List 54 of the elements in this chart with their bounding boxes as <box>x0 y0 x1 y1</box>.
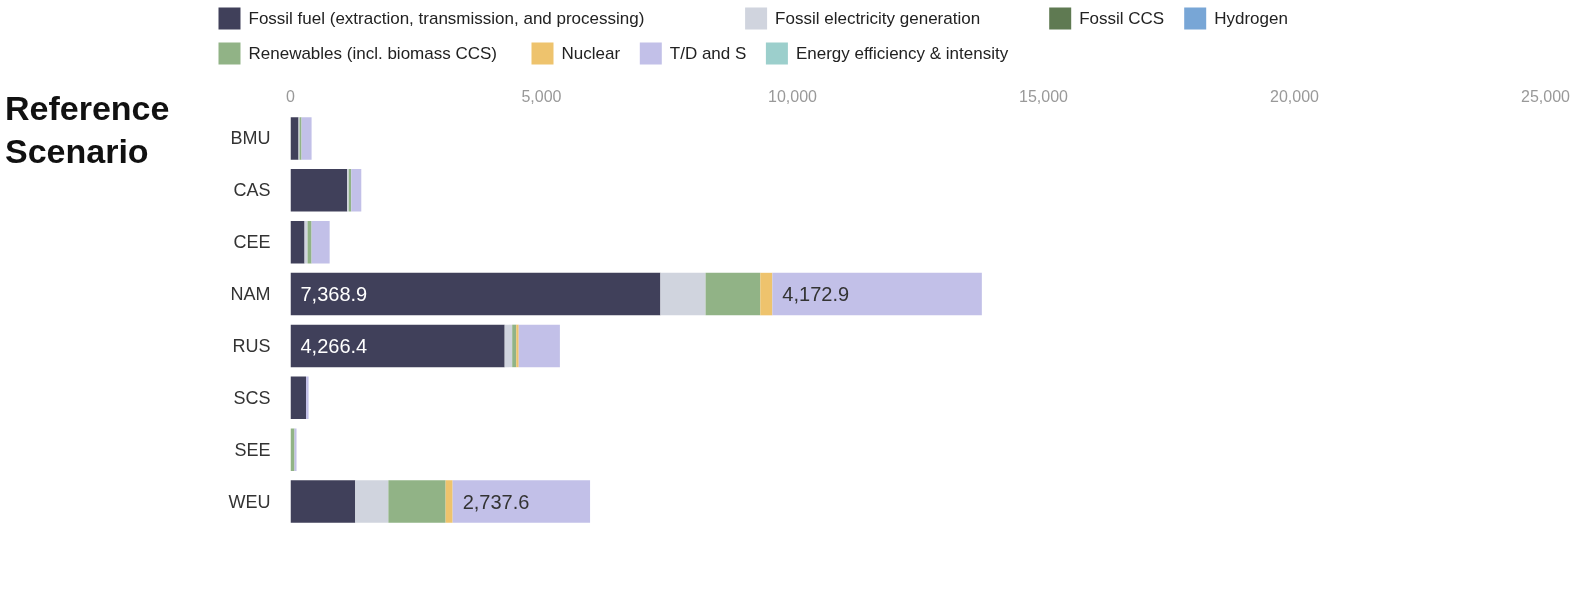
bar <box>306 376 309 420</box>
bar <box>512 324 517 368</box>
legend-label: Hydrogen <box>1214 9 1288 28</box>
bar <box>311 220 330 264</box>
bar <box>504 324 513 368</box>
bar <box>304 220 308 264</box>
x-tick-label: 25,000 <box>1521 87 1571 105</box>
legend-label: T/D and S <box>669 44 747 63</box>
bar <box>760 272 773 316</box>
x-tick-label: 0 <box>286 87 296 105</box>
x-tick-label: 5,000 <box>521 87 562 105</box>
bar <box>705 272 761 316</box>
bar <box>518 324 560 368</box>
x-tick-label: 20,000 <box>1270 87 1320 105</box>
bar <box>290 480 356 523</box>
bar <box>351 169 362 212</box>
bar <box>294 428 297 471</box>
y-tick-label: BMU <box>230 128 271 149</box>
data-label: 7,368.9 <box>300 283 368 306</box>
bar <box>660 272 706 316</box>
y-tick-label: CEE <box>233 232 271 253</box>
legend-label: Renewables (incl. biomass CCS) <box>248 44 497 63</box>
x-tick-label: 15,000 <box>1019 87 1069 105</box>
legend-label: Fossil CCS <box>1079 9 1165 28</box>
bar <box>516 324 519 368</box>
chart-title: Reference Scenario <box>5 88 171 172</box>
y-tick-label: SEE <box>234 439 271 460</box>
bar <box>290 324 505 368</box>
data-label: 4,172.9 <box>782 283 850 306</box>
y-tick-label: SCS <box>233 387 271 408</box>
bar <box>290 117 299 160</box>
legend-label: Energy efficiency & intensity <box>795 44 1009 63</box>
bar <box>301 117 312 160</box>
bar <box>290 376 307 420</box>
bar <box>290 220 305 264</box>
bar <box>445 480 453 523</box>
bar <box>290 272 661 316</box>
y-tick-label: RUS <box>232 335 271 356</box>
data-label: 4,266.4 <box>300 334 368 357</box>
bar <box>388 480 446 523</box>
bar <box>290 428 295 471</box>
legend-label: Nuclear <box>561 44 621 63</box>
bar <box>772 272 982 316</box>
legend-label: Fossil electricity generation <box>775 9 981 28</box>
y-tick-label: NAM <box>230 284 271 305</box>
bar <box>307 220 312 264</box>
data-label: 2,737.6 <box>462 490 530 513</box>
bar <box>290 169 348 212</box>
bar <box>355 480 389 523</box>
legend-label: Fossil fuel (extraction, transmission, and processing) <box>248 9 645 28</box>
bar <box>452 480 591 523</box>
y-tick-label: WEU <box>228 491 271 512</box>
x-tick-label: 10,000 <box>768 87 818 105</box>
y-tick-label: CAS <box>233 180 271 201</box>
